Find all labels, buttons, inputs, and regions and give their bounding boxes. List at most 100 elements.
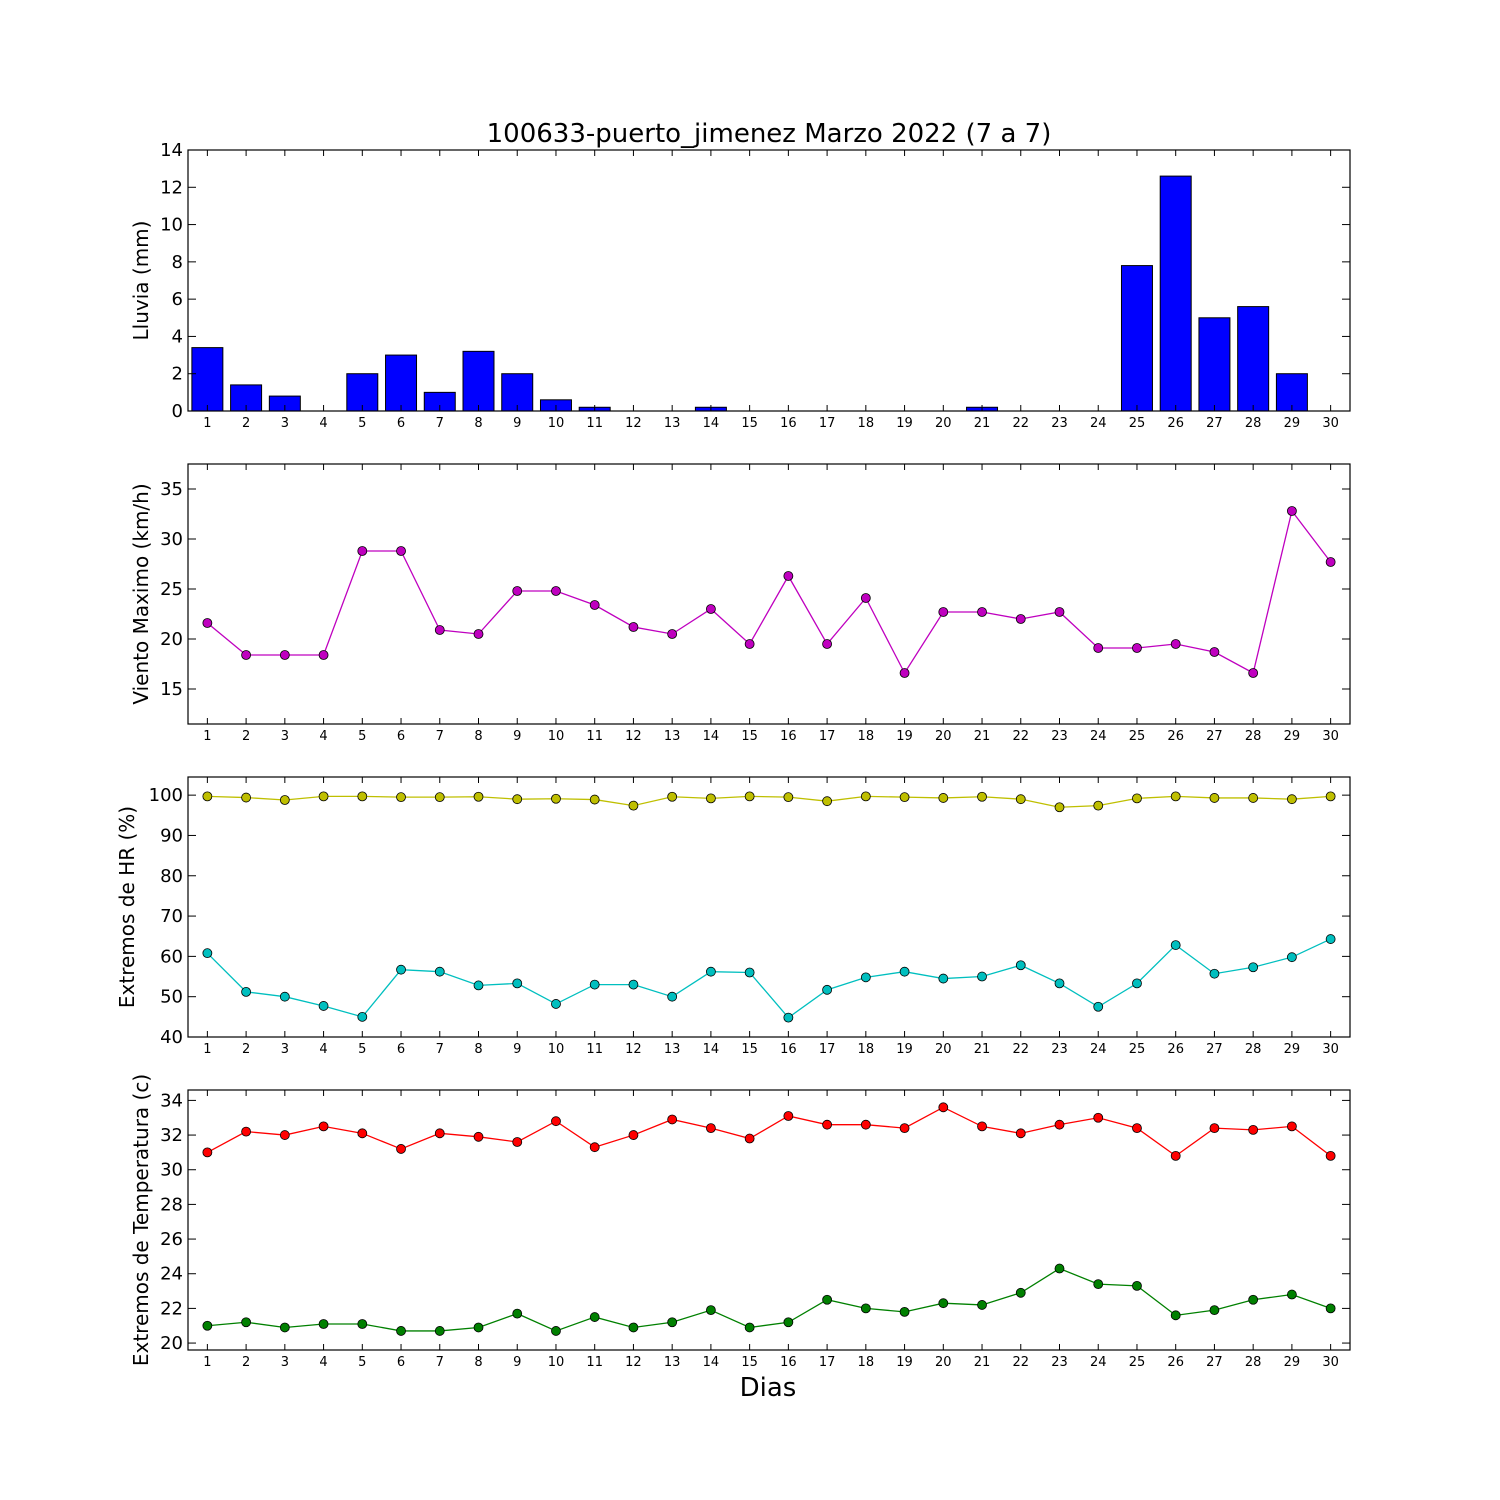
series-2-point-day-19 [899, 966, 910, 977]
series-2-point-day-30 [1325, 1303, 1336, 1314]
x-tick-label: 25 [1129, 1042, 1146, 1057]
x-tick-label: 9 [513, 1042, 521, 1057]
series-2-point-day-18 [860, 1303, 871, 1314]
series-1-point-day-6 [396, 546, 406, 556]
bar-day-1 [191, 347, 224, 412]
series-1-point-day-25 [1132, 1123, 1142, 1134]
series-1-point-day-5 [357, 546, 368, 556]
bar-day-8 [462, 350, 495, 412]
series-1-point-day-4 [318, 650, 329, 660]
series-2-point-day-3 [279, 991, 290, 1002]
series-2-point-day-11 [589, 979, 600, 990]
x-tick-label: 21 [974, 1042, 991, 1057]
x-tick-label: 30 [1322, 1042, 1339, 1057]
series-1-point-day-12 [628, 800, 639, 811]
x-tick-label: 4 [319, 1042, 327, 1057]
series-1-point-day-13 [667, 629, 678, 639]
x-tick-label: 24 [1090, 1042, 1107, 1057]
series-2-point-day-14 [706, 1305, 716, 1316]
series-2-point-day-13 [667, 991, 678, 1002]
bar-day-9 [501, 373, 534, 412]
series-line-1 [207, 1106, 1332, 1157]
series-2-point-day-21 [977, 971, 987, 982]
x-tick-label: 9 [513, 1355, 521, 1370]
x-tick-label: 12 [625, 416, 642, 431]
series-2-point-day-10 [551, 999, 561, 1009]
series-1-point-day-27 [1209, 647, 1220, 657]
series-2-point-day-6 [396, 964, 406, 975]
series-line-1 [207, 795, 1331, 808]
series-1-point-day-26 [1170, 791, 1181, 802]
series-2-point-day-28 [1248, 1294, 1259, 1305]
series-1-point-day-7 [434, 625, 445, 635]
series-1-point-day-25 [1132, 793, 1142, 804]
series-line-1 [206, 509, 1332, 675]
x-tick-label: 14 [703, 729, 720, 744]
axes-frame [187, 1089, 1351, 1351]
series-2-point-day-26 [1170, 940, 1181, 950]
x-tick-label: 10 [548, 1355, 565, 1370]
x-tick-label: 19 [896, 1042, 913, 1057]
x-tick-label: 8 [474, 729, 482, 744]
x-tick-label: 1 [203, 1042, 211, 1057]
series-1-point-day-16 [783, 792, 794, 803]
x-tick-label: 22 [1012, 1042, 1029, 1057]
x-tick-label: 11 [586, 1042, 603, 1057]
series-1-point-day-21 [977, 1121, 987, 1132]
series-2-point-day-9 [512, 978, 523, 989]
series-2-point-day-3 [279, 1322, 290, 1333]
series-1-point-day-10 [551, 1116, 561, 1127]
x-tick-label: 16 [780, 1042, 797, 1057]
series-1-point-day-22 [1015, 1128, 1026, 1139]
series-1-point-day-3 [279, 795, 290, 805]
x-tick-label: 20 [935, 416, 952, 431]
series-1-point-day-9 [512, 586, 523, 596]
x-tick-label: 13 [664, 1042, 681, 1057]
series-2-point-day-12 [628, 1322, 639, 1333]
x-tick-label: 5 [358, 1355, 366, 1370]
series-1-point-day-11 [589, 1142, 600, 1153]
series-1-point-day-29 [1287, 506, 1297, 516]
series-2-point-day-7 [434, 966, 445, 977]
x-tick-label: 2 [242, 416, 250, 431]
series-1-point-day-13 [667, 1114, 678, 1125]
series-line-2 [207, 1267, 1331, 1332]
series-1-point-day-12 [628, 1130, 639, 1140]
series-1-point-day-14 [706, 1123, 716, 1134]
y-tick-label: 34 [160, 1090, 183, 1111]
series-2-point-day-16 [783, 1012, 794, 1023]
series-1-point-day-29 [1287, 1121, 1297, 1132]
x-tick-label: 28 [1245, 416, 1262, 431]
x-tick-label: 22 [1012, 729, 1029, 744]
series-1-point-day-3 [279, 650, 290, 660]
series-2-point-day-15 [744, 1322, 755, 1333]
series-2-point-day-12 [628, 979, 639, 990]
x-tick-label: 8 [474, 416, 482, 431]
series-1-point-day-18 [860, 1119, 871, 1130]
y-tick-label: 2 [172, 364, 183, 385]
x-tick-label: 7 [436, 416, 444, 431]
series-1-point-day-1 [202, 791, 213, 802]
x-tick-label: 25 [1129, 729, 1146, 744]
series-2-point-day-17 [822, 984, 832, 995]
x-tick-label: 6 [397, 416, 405, 431]
x-tick-label: 11 [586, 729, 603, 744]
x-tick-label: 17 [819, 729, 836, 744]
x-tick-label: 9 [513, 416, 521, 431]
x-tick-label: 9 [513, 729, 521, 744]
y-tick-label: 30 [160, 1160, 183, 1181]
x-tick-label: 26 [1167, 729, 1184, 744]
series-1-point-day-29 [1287, 794, 1297, 805]
x-tick-label: 26 [1167, 416, 1184, 431]
panel-2: 1 2 3 4 5 6 7 8 9 10 11 12 13 14 15 16 17 18 19 20 21 22 23 24 2… [129, 463, 1351, 744]
series-1-point-day-28 [1248, 793, 1259, 803]
x-tick-label: 21 [974, 416, 991, 431]
x-axis-label: Dias [740, 1373, 797, 1403]
x-tick-label: 3 [281, 1355, 289, 1370]
series-1-point-day-8 [473, 1131, 484, 1142]
x-tick-label: 13 [664, 729, 681, 744]
x-tick-label: 7 [436, 1355, 444, 1370]
x-tick-label: 16 [780, 1355, 797, 1370]
x-tick-label: 30 [1322, 729, 1339, 744]
